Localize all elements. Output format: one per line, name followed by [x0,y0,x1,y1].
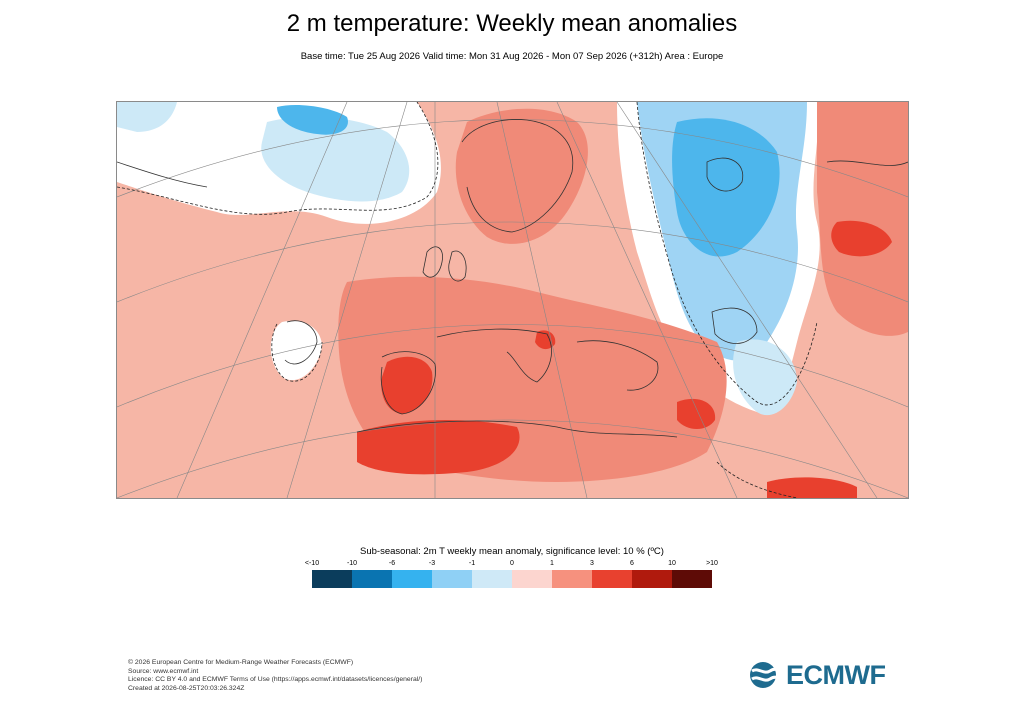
cool-zone-caspian [733,339,797,416]
footer-copyright: © 2026 European Centre for Medium-Range … [128,659,354,666]
footer-credits: © 2026 European Centre for Medium-Range … [128,659,422,693]
footer-licence: Licence: CC BY 4.0 and ECMWF Terms of Us… [128,676,423,684]
legend-colorbar [312,570,712,588]
legend-tick: 6 [630,560,634,567]
legend-tick: 1 [550,560,554,567]
legend-tick: 3 [590,560,594,567]
significance-contours [117,102,818,498]
strong-cool-greenland [277,105,348,135]
strong-warm-far-east [831,220,892,257]
ecmwf-logo-text: ECMWF [786,660,886,690]
legend-tick: -10 [346,560,358,567]
legend-tick: 0 [510,560,514,567]
legend-ticks: <-10 -10 -6 -3 -1 0 1 3 6 10 >10 [305,560,718,570]
ecmwf-logo-icon [750,662,783,688]
coastlines [117,119,908,438]
legend-swatch [552,570,592,588]
legend-swatch [592,570,632,588]
strong-warm-arabia [767,477,857,498]
footer-source: Source: www.ecmwf.int [128,667,199,675]
strong-warm-iberia [381,356,433,414]
legend-tick: -1 [468,560,476,567]
strong-cool-russia [672,118,780,257]
legend-swatch [472,570,512,588]
page-subtitle: Base time: Tue 25 Aug 2026 Valid time: M… [300,51,724,62]
legend-swatch [672,570,712,588]
strong-warm-middle-east [677,398,716,429]
neutral-zone-atlantic [270,320,322,381]
legend-title: Sub-seasonal: 2m T weekly mean anomaly, … [360,546,664,557]
legend-swatch [512,570,552,588]
legend-tick: -3 [428,560,436,567]
legend-swatch [632,570,672,588]
legend-swatch [432,570,472,588]
footer-created: Created at 2026-08-25T20:03:26.324Z [128,684,245,692]
legend-swatch [392,570,432,588]
ecmwf-logo: ECMWF [748,660,898,690]
anomaly-map [116,101,909,499]
warm-zone-scandinavia [455,108,588,244]
page-title: 2 m temperature: Weekly mean anomalies [286,10,738,37]
legend-swatch [352,570,392,588]
cool-zone-greenland [261,116,410,202]
warm-zone-far-east [817,102,908,336]
legend-tick: -6 [388,560,396,567]
map-canvas [117,102,908,498]
legend-tick: 10 [668,560,676,567]
legend-swatch [312,570,352,588]
legend-tick: >10 [706,560,718,567]
strong-warm-north-africa [357,420,520,475]
cool-zone-arctic [117,102,177,132]
legend-tick: <-10 [304,560,320,567]
